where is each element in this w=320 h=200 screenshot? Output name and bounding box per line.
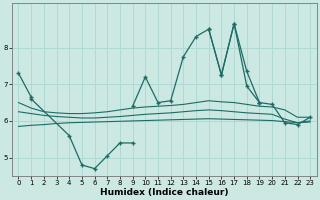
X-axis label: Humidex (Indice chaleur): Humidex (Indice chaleur)	[100, 188, 228, 197]
